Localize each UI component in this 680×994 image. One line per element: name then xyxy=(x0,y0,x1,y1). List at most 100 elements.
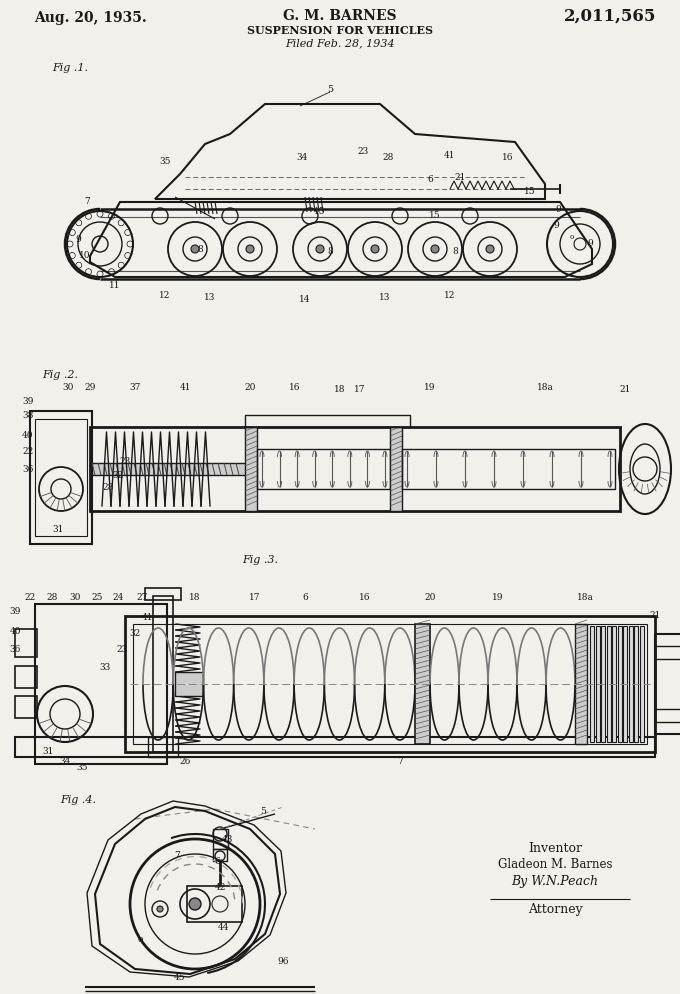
Text: 13: 13 xyxy=(204,292,216,301)
Bar xyxy=(655,659,680,710)
Text: 28: 28 xyxy=(46,591,58,601)
Text: 6: 6 xyxy=(302,591,308,601)
Text: 26: 26 xyxy=(180,756,190,765)
Text: Attorney: Attorney xyxy=(528,903,582,915)
Text: SUSPENSION FOR VEHICLES: SUSPENSION FOR VEHICLES xyxy=(247,25,433,36)
Bar xyxy=(655,646,680,723)
Text: 17: 17 xyxy=(250,591,260,601)
Text: 16: 16 xyxy=(503,153,514,162)
Text: 43: 43 xyxy=(221,835,233,844)
Text: 34: 34 xyxy=(59,756,71,765)
Text: 30: 30 xyxy=(69,591,81,601)
Bar xyxy=(617,626,622,743)
Text: 15: 15 xyxy=(314,208,326,217)
Text: 8: 8 xyxy=(197,246,203,254)
Text: 41: 41 xyxy=(444,150,456,159)
Bar xyxy=(90,427,620,512)
Bar xyxy=(187,886,242,922)
Text: 32: 32 xyxy=(112,470,124,479)
Bar xyxy=(629,626,633,743)
Bar xyxy=(245,427,257,512)
Text: 42: 42 xyxy=(214,883,226,892)
Circle shape xyxy=(316,246,324,253)
Text: 35: 35 xyxy=(159,157,171,166)
Text: 21: 21 xyxy=(619,385,630,394)
Text: 22: 22 xyxy=(24,591,35,601)
Text: 23: 23 xyxy=(358,147,369,156)
Text: Inventor: Inventor xyxy=(528,841,582,854)
Text: 16: 16 xyxy=(359,591,371,601)
Text: 7: 7 xyxy=(174,850,180,859)
Circle shape xyxy=(486,246,494,253)
Bar xyxy=(213,849,227,861)
Bar xyxy=(596,626,600,743)
Text: Filed Feb. 28, 1934: Filed Feb. 28, 1934 xyxy=(285,38,395,48)
Bar xyxy=(590,626,594,743)
Text: 23: 23 xyxy=(116,645,128,654)
Text: 25: 25 xyxy=(91,591,103,601)
Text: 9: 9 xyxy=(75,236,81,245)
Text: 39: 39 xyxy=(10,607,20,616)
Text: 6: 6 xyxy=(427,175,433,184)
Text: 9: 9 xyxy=(555,206,561,215)
Text: Gladeon M. Barnes: Gladeon M. Barnes xyxy=(498,857,612,870)
Text: o: o xyxy=(137,934,143,943)
Bar xyxy=(15,666,37,688)
Bar xyxy=(601,626,605,743)
Bar xyxy=(92,463,250,475)
Circle shape xyxy=(189,899,201,911)
Circle shape xyxy=(191,246,199,253)
Text: 27: 27 xyxy=(136,591,148,601)
Text: 20: 20 xyxy=(424,591,436,601)
Text: 21: 21 xyxy=(649,610,661,619)
Bar xyxy=(15,738,655,757)
Text: 16: 16 xyxy=(289,383,301,392)
Text: Fig .1.: Fig .1. xyxy=(52,63,88,73)
Text: 8: 8 xyxy=(327,248,333,256)
Text: 35: 35 xyxy=(76,761,88,770)
Bar xyxy=(145,588,181,600)
Text: 96: 96 xyxy=(277,956,289,965)
Text: 40: 40 xyxy=(22,430,34,439)
Text: 41: 41 xyxy=(142,612,154,621)
Text: 10: 10 xyxy=(80,250,90,259)
Text: 29: 29 xyxy=(84,383,96,392)
Text: 18: 18 xyxy=(335,385,345,394)
Text: 38: 38 xyxy=(22,411,34,419)
Text: 12: 12 xyxy=(159,290,171,299)
Text: 9: 9 xyxy=(553,221,559,230)
Bar xyxy=(133,624,647,745)
Text: 17: 17 xyxy=(354,385,366,394)
Text: 36: 36 xyxy=(22,465,34,474)
Bar xyxy=(257,449,390,489)
Text: 33: 33 xyxy=(99,663,111,672)
Circle shape xyxy=(431,246,439,253)
Text: 6: 6 xyxy=(214,857,220,866)
Text: Fig .4.: Fig .4. xyxy=(60,794,96,804)
Text: 32: 32 xyxy=(129,628,141,637)
Text: 24: 24 xyxy=(112,591,124,601)
Text: 15: 15 xyxy=(524,187,536,196)
Bar xyxy=(148,738,178,757)
Bar xyxy=(402,449,615,489)
Text: Fig .2.: Fig .2. xyxy=(42,370,78,380)
Text: 19: 19 xyxy=(424,383,436,392)
Bar xyxy=(245,415,410,427)
Circle shape xyxy=(157,907,163,912)
Text: o: o xyxy=(570,233,574,241)
Bar xyxy=(213,829,228,849)
Text: 31: 31 xyxy=(52,525,64,534)
Text: 39: 39 xyxy=(22,397,34,407)
Bar xyxy=(655,634,680,735)
Text: 18: 18 xyxy=(189,591,201,601)
Text: 13: 13 xyxy=(379,292,391,301)
Text: 12: 12 xyxy=(444,290,456,299)
Text: 5: 5 xyxy=(260,807,266,816)
Bar xyxy=(35,604,167,764)
Bar xyxy=(30,412,92,545)
Bar xyxy=(390,427,402,512)
Circle shape xyxy=(246,246,254,253)
Text: 31: 31 xyxy=(42,746,54,755)
Bar xyxy=(575,624,587,745)
Text: 5: 5 xyxy=(327,85,333,94)
